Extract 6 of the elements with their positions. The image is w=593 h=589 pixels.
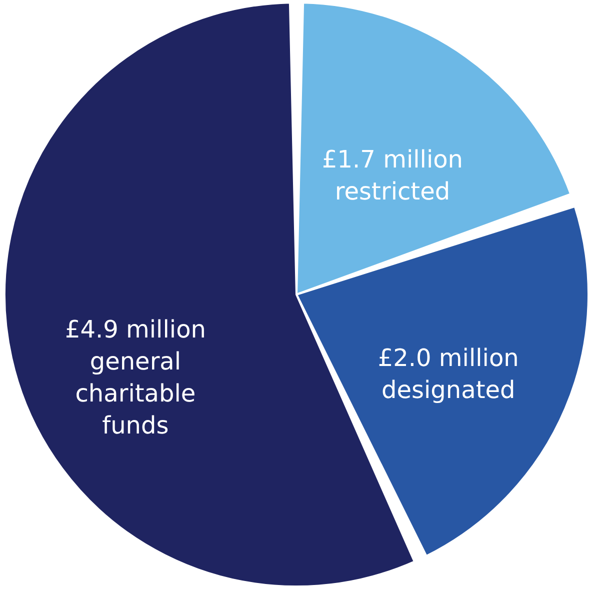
slice-label: restricted [334,177,450,206]
data-label: £4.9 million [64,315,206,344]
data-label: £1.7 million [322,145,464,174]
slice-label: general charitable funds [75,347,196,440]
slice-label: designated [381,376,516,404]
data-label: £2.0 million [378,344,519,372]
